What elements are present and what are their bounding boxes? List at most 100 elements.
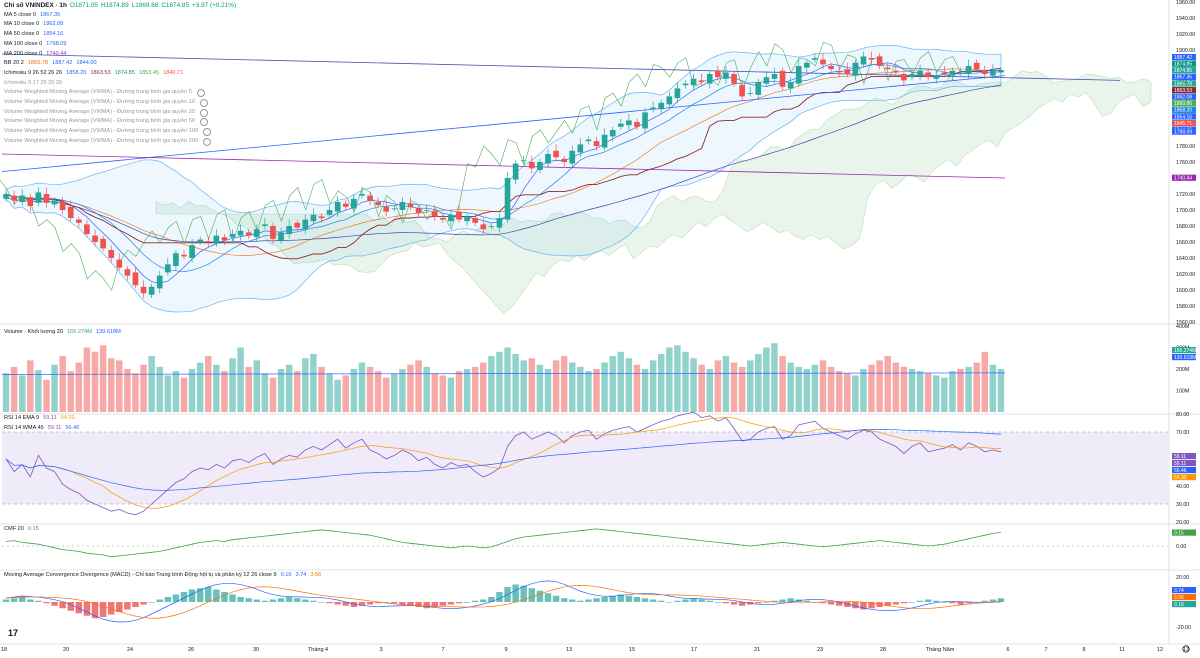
volume-bar	[924, 373, 932, 412]
candle	[876, 56, 883, 66]
volume-bar	[746, 360, 754, 412]
macd-label: 3.74	[1174, 588, 1184, 594]
candle	[512, 163, 519, 180]
candle	[933, 75, 940, 79]
candle	[108, 250, 115, 258]
symbol-title[interactable]: Chỉ số VNINDEX · 1h	[4, 2, 67, 9]
volume-bar	[811, 364, 819, 412]
macd-histogram-bar	[75, 602, 83, 614]
macd-histogram-bar	[51, 602, 58, 606]
eye-off-icon[interactable]	[199, 98, 208, 107]
macd-histogram-bar	[334, 602, 341, 605]
volume-bar	[690, 358, 697, 412]
legend-vwma-10[interactable]: Volume Weighted Moving Average (VWMA) - …	[4, 98, 236, 108]
macd-histogram-bar	[641, 598, 649, 602]
legend-ma50[interactable]: MA 50 close 0 1854.16	[4, 31, 64, 38]
macd-histogram-bar	[10, 598, 18, 602]
rsi-y-tick: 30.00	[1176, 502, 1189, 508]
macd-histogram-bar	[609, 595, 616, 602]
volume-bar	[407, 364, 414, 412]
volume-bar	[10, 366, 18, 412]
candle	[43, 194, 50, 203]
eye-off-icon[interactable]	[196, 89, 205, 98]
candle	[723, 72, 729, 79]
tradingview-logo[interactable]: 17	[8, 628, 19, 638]
eye-off-icon[interactable]	[199, 118, 208, 127]
candle	[965, 66, 972, 74]
volume-bar	[59, 356, 66, 412]
legend-ichimoku-2[interactable]: Ichimoku 9 17 26 26 26	[4, 79, 63, 86]
volume-bar	[835, 371, 843, 412]
macd-histogram-bar	[213, 589, 220, 602]
volume-bar	[544, 369, 552, 412]
gear-icon[interactable]	[1182, 645, 1190, 653]
x-tick-label: 3	[379, 647, 382, 653]
candle	[431, 211, 438, 217]
macd-y-tick: -20.00	[1176, 625, 1191, 631]
volume-bar	[601, 362, 608, 412]
volume-bar	[981, 351, 989, 412]
x-tick-label: 13	[566, 647, 572, 653]
macd-legend[interactable]: Moving Average Convergence Divergence (M…	[4, 572, 322, 578]
legend-vwma-100[interactable]: Volume Weighted Moving Average (VWMA) - …	[4, 127, 236, 137]
x-tick-label: 12	[1157, 647, 1163, 653]
volume-legend[interactable]: Volume · Khối lượng 20 165.274M 139.618M	[4, 329, 121, 335]
eye-off-icon[interactable]	[199, 108, 208, 117]
price-label: 1798.09	[1174, 129, 1192, 135]
ma50-line	[5, 84, 1002, 243]
macd-histogram-bar	[423, 602, 430, 609]
volume-bar	[997, 369, 1005, 412]
macd-label: 3.56	[1174, 595, 1184, 601]
volume-bar	[900, 366, 908, 412]
legend-ma100[interactable]: MA 100 close 0 1798.09	[4, 40, 67, 47]
candle	[3, 194, 9, 199]
macd-histogram-bar	[205, 587, 212, 602]
candle	[456, 211, 462, 220]
cmf-legend[interactable]: CMF 20 0.15	[4, 526, 39, 532]
macd-histogram-bar	[164, 597, 172, 602]
candle	[391, 208, 398, 210]
candle	[828, 66, 834, 70]
legend-ichimoku[interactable]: Ichimoku 9 26 52 26 26 1858.20 1863.53 1874…	[4, 69, 184, 76]
volume-bar	[730, 362, 738, 412]
legend-ma10[interactable]: MA 10 close 0 1862.08	[4, 21, 64, 28]
eye-off-icon[interactable]	[203, 127, 212, 136]
volume-bar	[585, 371, 592, 412]
macd-histogram-bar	[496, 592, 503, 602]
legend-vwma-20[interactable]: Volume Weighted Moving Average (VWMA) - …	[4, 108, 236, 118]
macd-histogram-bar	[989, 599, 997, 602]
legend-vwma-5[interactable]: Volume Weighted Moving Average (VWMA) - …	[4, 88, 236, 98]
rsi-y-tick: 80.00	[1176, 412, 1189, 418]
x-tick-label: 20	[63, 647, 69, 653]
candle	[949, 70, 956, 76]
candle	[771, 74, 778, 79]
volume-bar	[188, 369, 196, 412]
rsi-label-bg	[1172, 453, 1196, 460]
volume-bar	[916, 371, 924, 412]
candle	[19, 195, 26, 202]
ma5-line	[5, 62, 1001, 284]
rsi-legend[interactable]: RSI 14 EMA 9 59.11 54.33 RSI 14 WMA 45 59.1…	[4, 415, 80, 431]
volume-bar	[771, 343, 778, 412]
candle	[901, 74, 907, 81]
macd-histogram-bar	[722, 602, 730, 604]
volume-bar	[107, 358, 115, 412]
legend-ma5[interactable]: MA 5 close 0 1867.35	[4, 11, 61, 18]
candle	[909, 74, 915, 78]
ichimoku-cloud	[155, 70, 1152, 314]
volume-bar	[269, 377, 277, 412]
x-tick-label: 9	[504, 647, 507, 653]
volume-bar	[941, 377, 948, 412]
legend-ma200[interactable]: MA 200 close 0 1740.44	[4, 50, 67, 57]
volume-bar	[989, 364, 997, 412]
rsi-label: 59.11	[1174, 454, 1186, 460]
y-tick-label: 1780.00	[1176, 144, 1195, 150]
eye-off-icon[interactable]	[203, 137, 212, 146]
macd-histogram-bar	[253, 599, 261, 602]
legend-vwma-200[interactable]: Volume Weighted Moving Average (VWMA) - …	[4, 137, 236, 147]
legend-vwma-50[interactable]: Volume Weighted Moving Average (VWMA) - …	[4, 117, 236, 127]
legend-bb[interactable]: BB 20 2 1865.78 1887.42 1844.00	[4, 60, 97, 67]
volume-bar	[294, 371, 301, 412]
volume-bar	[657, 353, 665, 412]
